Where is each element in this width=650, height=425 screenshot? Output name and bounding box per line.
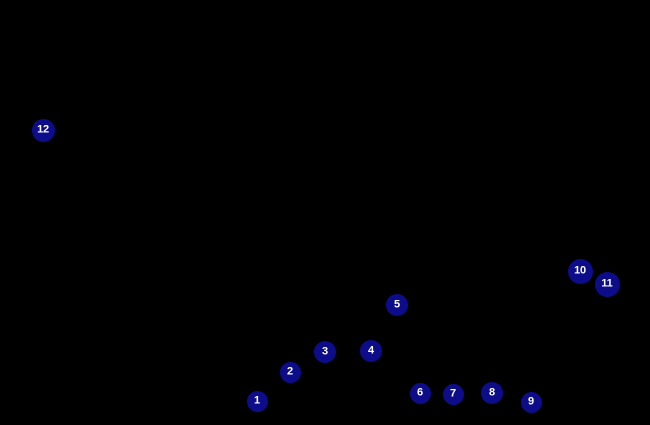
- map-marker-label: 3: [322, 345, 328, 357]
- map-marker-5[interactable]: 5: [386, 294, 408, 316]
- map-marker-label: 8: [489, 386, 495, 398]
- map-marker-9[interactable]: 9: [520, 391, 542, 413]
- map-marker-label: 6: [417, 386, 423, 398]
- map-marker-label: 4: [368, 344, 374, 356]
- map-marker-4[interactable]: 4: [360, 340, 382, 362]
- map-marker-label: 11: [601, 277, 613, 289]
- map-marker-11[interactable]: 11: [594, 271, 620, 297]
- map-marker-3[interactable]: 3: [314, 341, 336, 363]
- map-marker-label: 5: [394, 298, 400, 310]
- map-marker-8[interactable]: 8: [481, 382, 503, 404]
- map-marker-label: 2: [287, 365, 293, 377]
- map-marker-2[interactable]: 2: [279, 361, 301, 383]
- map-marker-10[interactable]: 10: [567, 258, 593, 284]
- map-marker-1[interactable]: 1: [246, 390, 268, 412]
- map-marker-7[interactable]: 7: [442, 383, 464, 405]
- map-marker-6[interactable]: 6: [409, 382, 431, 404]
- map-marker-label: 12: [37, 123, 49, 135]
- map-marker-label: 1: [254, 394, 260, 406]
- map-marker-label: 9: [528, 395, 534, 407]
- map-marker-label: 10: [574, 264, 586, 276]
- map-marker-label: 7: [450, 387, 456, 399]
- map-marker-12[interactable]: 12: [31, 118, 55, 142]
